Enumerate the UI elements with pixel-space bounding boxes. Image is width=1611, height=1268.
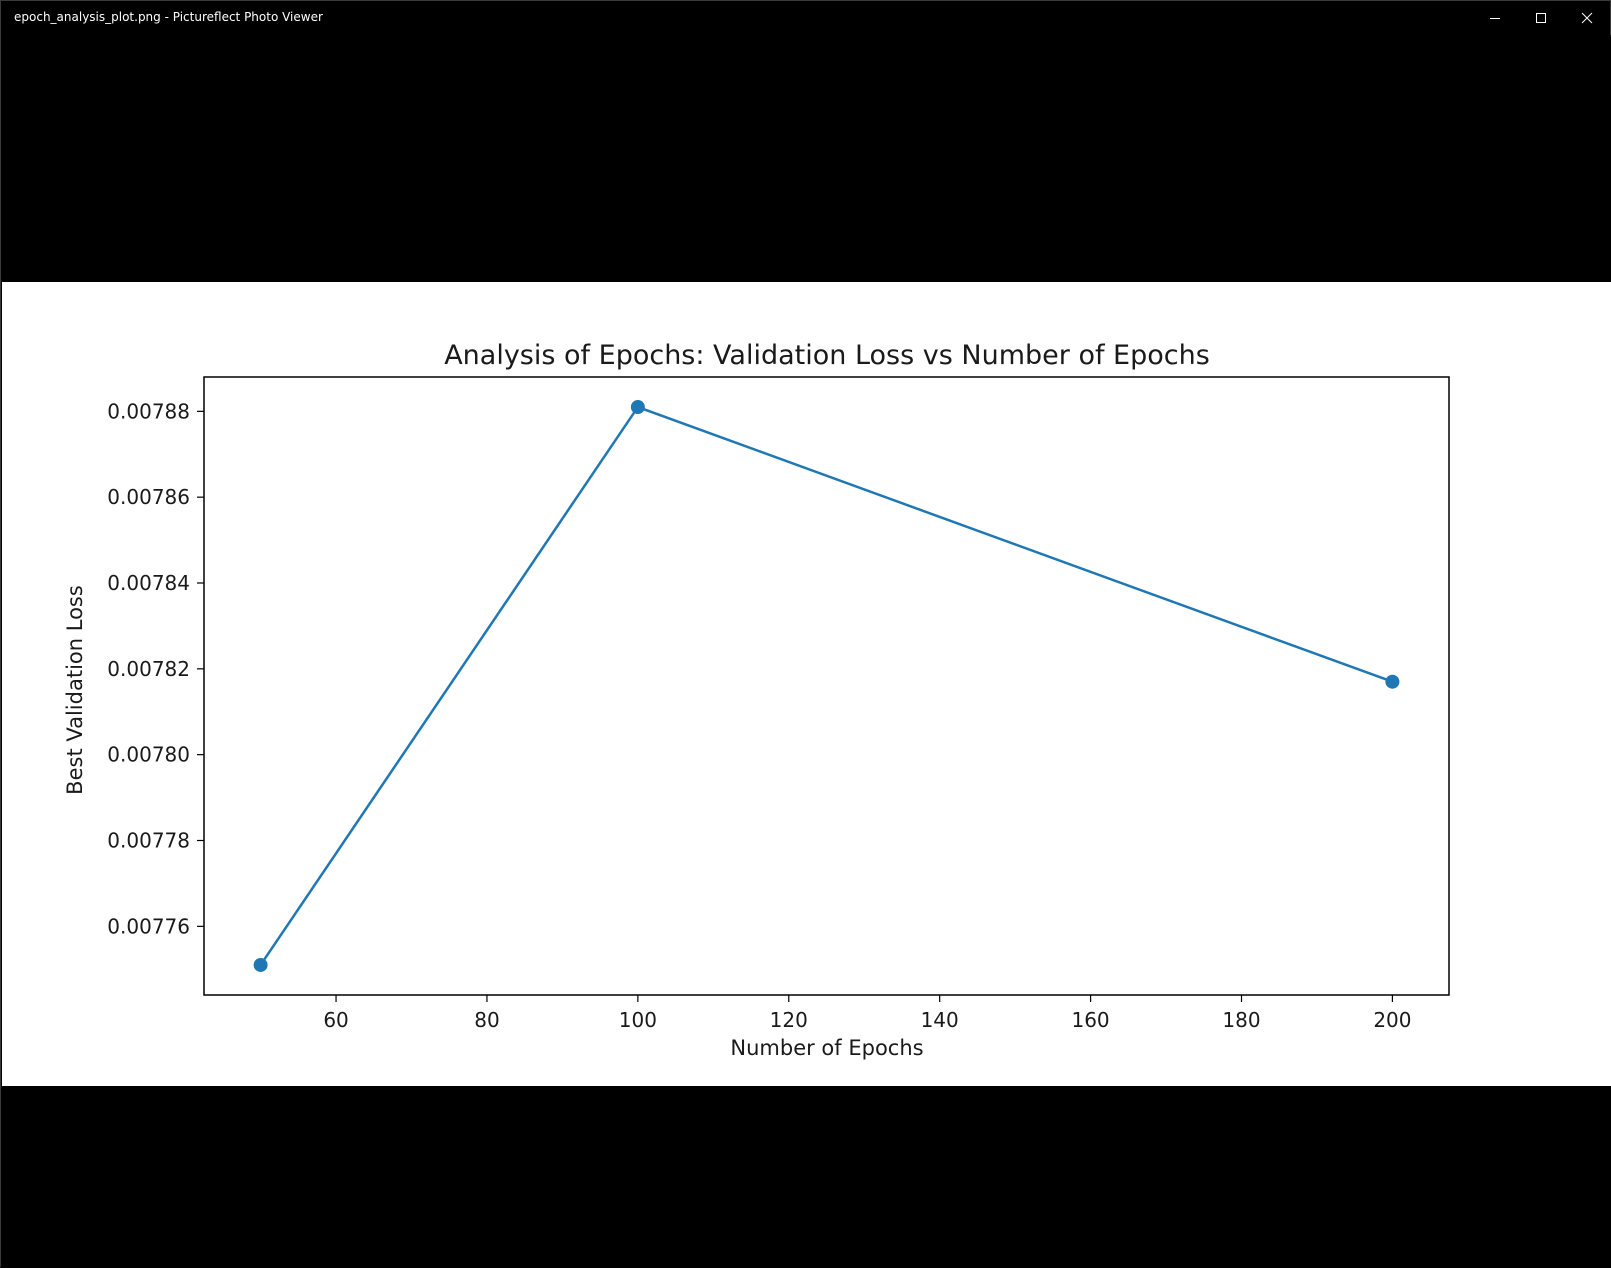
x-tick-label: 180 — [1222, 1008, 1260, 1032]
y-tick-label: 0.00786 — [107, 485, 190, 509]
y-tick-label: 0.00778 — [107, 829, 190, 853]
x-tick-label: 120 — [770, 1008, 808, 1032]
y-tick-label: 0.00780 — [107, 743, 190, 767]
chart-title: Analysis of Epochs: Validation Loss vs N… — [444, 340, 1210, 371]
plot-area: 60 80 100 120 140 160 180 200 0.00776 0.00778 0.00… — [107, 376, 1450, 1032]
maximize-button[interactable] — [1518, 1, 1564, 35]
y-tick-label: 0.00788 — [107, 399, 190, 423]
y-tick-label: 0.00782 — [107, 657, 190, 681]
x-tick-label: 160 — [1071, 1008, 1109, 1032]
close-icon — [1581, 12, 1593, 24]
plot-frame — [203, 376, 1450, 996]
window-controls — [1472, 1, 1610, 35]
x-tick-label: 60 — [323, 1008, 348, 1032]
x-axis-label: Number of Epochs — [730, 1036, 923, 1060]
y-axis-label: Best Validation Loss — [63, 585, 87, 795]
title-bar[interactable]: epoch_analysis_plot.png - Pictureflect P… — [1, 1, 1610, 35]
y-tick-label: 0.00784 — [107, 571, 190, 595]
minimize-icon — [1490, 18, 1500, 19]
displayed-image: Analysis of Epochs: Validation Loss vs N… — [2, 282, 1611, 1086]
x-tick-label: 140 — [921, 1008, 959, 1032]
data-point — [630, 400, 645, 415]
data-point — [253, 957, 268, 972]
y-tick-label: 0.00776 — [107, 914, 190, 938]
line-chart: Analysis of Epochs: Validation Loss vs N… — [63, 340, 1450, 1060]
x-tick-label: 80 — [474, 1008, 499, 1032]
window-title: epoch_analysis_plot.png - Pictureflect P… — [14, 10, 323, 24]
maximize-icon — [1536, 13, 1546, 23]
x-tick-label: 100 — [619, 1008, 657, 1032]
minimize-button[interactable] — [1472, 1, 1518, 35]
x-tick-label: 200 — [1373, 1008, 1411, 1032]
image-viewport[interactable]: Analysis of Epochs: Validation Loss vs N… — [1, 35, 1611, 1268]
close-button[interactable] — [1564, 1, 1610, 35]
data-point — [1385, 674, 1400, 689]
series-line — [259, 405, 1393, 966]
